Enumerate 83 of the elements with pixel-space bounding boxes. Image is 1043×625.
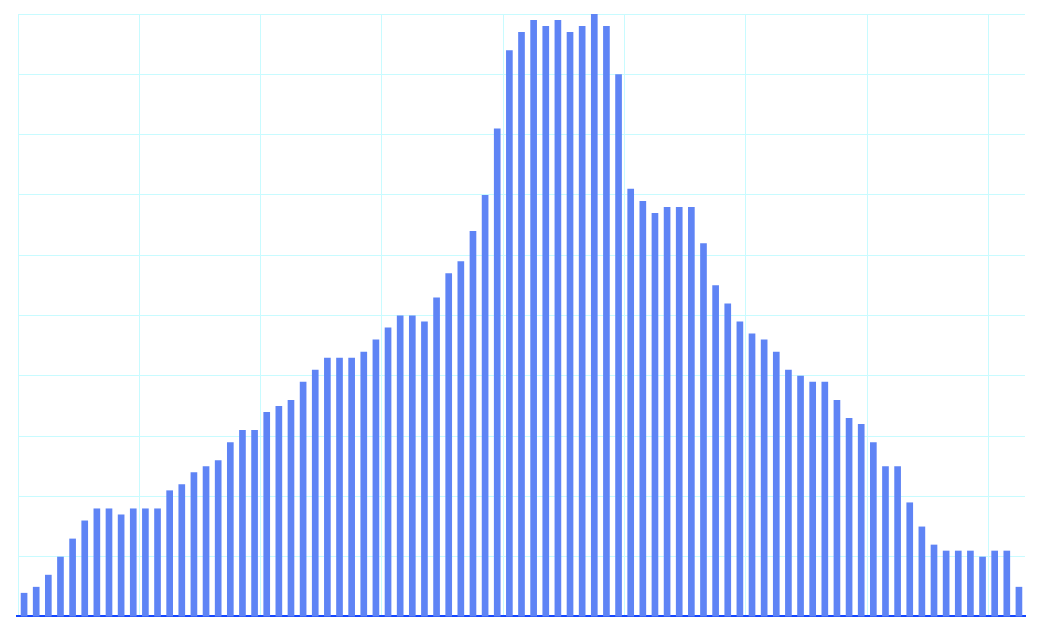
bar bbox=[239, 430, 246, 617]
bar bbox=[736, 321, 744, 617]
bar bbox=[214, 460, 222, 617]
bar bbox=[166, 490, 173, 617]
bar bbox=[700, 243, 707, 617]
bar bbox=[421, 321, 428, 617]
bar bbox=[408, 315, 416, 617]
bar bbox=[226, 442, 234, 617]
bar bbox=[663, 206, 671, 617]
bar bbox=[202, 466, 210, 617]
bar bbox=[979, 556, 986, 617]
bar bbox=[69, 538, 76, 617]
bar bbox=[930, 544, 938, 617]
bar bbox=[870, 442, 877, 617]
bar bbox=[639, 200, 647, 617]
bar bbox=[760, 339, 768, 617]
bar bbox=[809, 381, 817, 617]
bar bbox=[918, 526, 926, 617]
bar bbox=[1015, 586, 1023, 617]
bar bbox=[81, 520, 89, 617]
bar bbox=[821, 381, 829, 617]
bar bbox=[554, 20, 562, 617]
bar bbox=[117, 514, 125, 617]
bar bbox=[105, 508, 113, 617]
bar bbox=[833, 399, 841, 617]
bar bbox=[457, 261, 465, 617]
bar bbox=[942, 550, 950, 617]
bar bbox=[506, 50, 513, 617]
bar bbox=[882, 466, 889, 617]
bar bbox=[967, 550, 974, 617]
bar bbox=[384, 327, 392, 617]
bar bbox=[1003, 550, 1011, 617]
bar bbox=[651, 212, 659, 617]
bar bbox=[32, 586, 40, 617]
bar bbox=[748, 333, 756, 617]
bar bbox=[45, 574, 52, 617]
bar bbox=[324, 357, 331, 617]
bar bbox=[311, 369, 319, 617]
bar bbox=[906, 502, 914, 617]
bar bbox=[142, 508, 149, 617]
bar bbox=[785, 369, 792, 617]
bar bbox=[287, 399, 295, 617]
bar bbox=[93, 508, 101, 617]
bar bbox=[590, 14, 598, 617]
bar bbox=[857, 424, 865, 617]
bar bbox=[275, 405, 283, 617]
bar bbox=[396, 315, 404, 617]
bar bbox=[797, 375, 804, 617]
bar bbox=[954, 550, 962, 617]
bar bbox=[445, 273, 453, 617]
bar bbox=[469, 231, 477, 617]
bar bbox=[578, 26, 586, 617]
bar bbox=[542, 26, 550, 617]
bar bbox=[348, 357, 355, 617]
bar bbox=[688, 206, 695, 617]
bar bbox=[481, 194, 489, 617]
bar bbox=[724, 303, 732, 617]
bar bbox=[566, 32, 574, 617]
bar bbox=[178, 484, 186, 617]
bar bbox=[336, 357, 343, 617]
bar bbox=[712, 285, 719, 617]
bar bbox=[603, 26, 610, 617]
bar bbox=[57, 556, 64, 617]
bar bbox=[20, 592, 28, 617]
bar bbox=[627, 188, 635, 617]
bar bbox=[991, 550, 999, 617]
bar bbox=[129, 508, 137, 617]
bar bbox=[530, 20, 537, 617]
bar bbox=[845, 418, 853, 617]
bar bbox=[263, 411, 271, 617]
bar bbox=[154, 508, 161, 617]
bar bbox=[894, 466, 901, 617]
bar bbox=[433, 297, 440, 617]
bar bbox=[360, 351, 368, 617]
bar bbox=[772, 351, 780, 617]
bar bbox=[190, 472, 198, 617]
bar bbox=[493, 128, 501, 617]
bar bbox=[251, 430, 258, 617]
bar bbox=[299, 381, 307, 617]
bar bbox=[518, 32, 525, 617]
bar bbox=[372, 339, 380, 617]
bar bbox=[615, 74, 622, 617]
bar bbox=[675, 206, 683, 617]
